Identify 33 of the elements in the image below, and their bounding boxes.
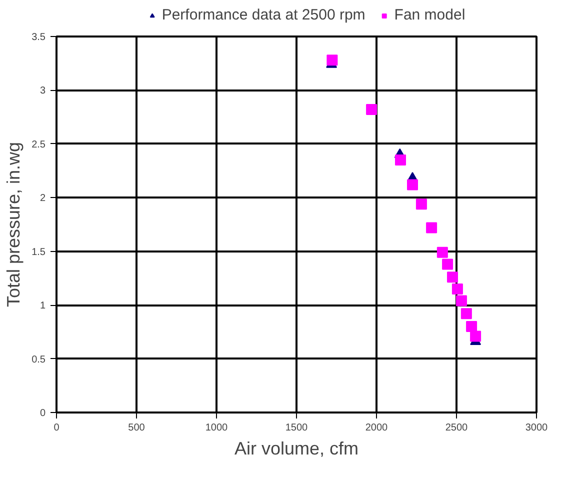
y-tick-label: 3: [40, 86, 46, 97]
y-tick-label: 1: [40, 300, 46, 312]
y-tick-label: 2: [40, 193, 46, 204]
x-tick-label: 1000: [205, 422, 228, 434]
point: [466, 321, 478, 332]
y-tick-label: 2.5: [32, 139, 46, 150]
x-tick-label: 1500: [285, 422, 308, 434]
x-tick-label: 0: [54, 422, 60, 434]
legend-label: Performance data at 2500 rpm: [162, 6, 366, 24]
point: [456, 295, 467, 306]
point: [407, 179, 418, 190]
point: [452, 283, 463, 294]
point: [470, 330, 482, 342]
point: [447, 272, 458, 283]
y-axis-title: Total pressure, in.wg: [4, 142, 24, 308]
x-tick-label: 2500: [445, 422, 468, 434]
point: [436, 246, 448, 258]
y-tick-label: 0: [40, 408, 46, 419]
legend-label: Fan model: [394, 6, 466, 24]
y-tick-label: 1.5: [32, 246, 46, 258]
x-axis-title: Air volume, cfm: [234, 438, 359, 458]
point: [366, 104, 378, 116]
y-tick-label: 3.5: [32, 32, 46, 43]
y-tick-label: 0.5: [32, 354, 46, 366]
point: [326, 54, 338, 66]
point: [442, 258, 454, 270]
x-tick-label: 3000: [525, 422, 548, 434]
point: [416, 198, 427, 210]
point: [460, 308, 472, 320]
x-tick-label: 500: [128, 422, 146, 434]
point: [395, 154, 406, 166]
point: [426, 222, 438, 234]
x-tick-label: 2000: [365, 422, 388, 434]
